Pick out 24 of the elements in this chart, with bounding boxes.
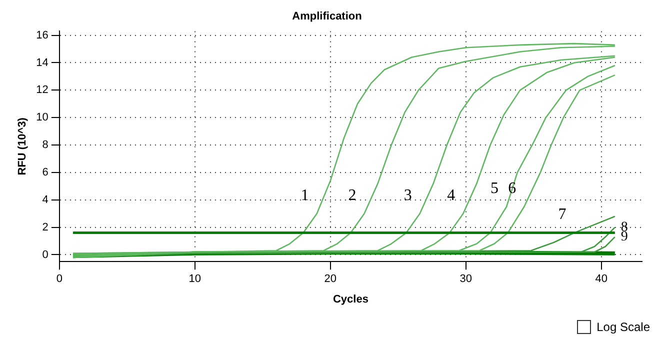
x-tick-label: 40 bbox=[595, 273, 608, 286]
y-axis-title: RFU (10^3) bbox=[16, 117, 29, 176]
x-tick-label: 30 bbox=[460, 273, 472, 286]
text: Log Scale bbox=[596, 320, 650, 334]
y-tick-label: 12 bbox=[36, 84, 48, 96]
y-tick-label: 14 bbox=[36, 56, 48, 69]
y-tick-label: 10 bbox=[36, 112, 48, 124]
y-tick-label: 4 bbox=[42, 194, 48, 206]
y-tick-label: 0 bbox=[42, 248, 48, 261]
x-axis-title: Cycles bbox=[332, 293, 368, 306]
annotation: 4 bbox=[447, 186, 456, 204]
x-tick-label: 10 bbox=[188, 273, 202, 286]
x-tick-label: 20 bbox=[324, 273, 337, 286]
annotation: 2 bbox=[348, 186, 356, 204]
x-tick-label: 0 bbox=[56, 273, 62, 286]
y-tick-label: 8 bbox=[42, 139, 48, 152]
chart-title: Amplification bbox=[292, 10, 362, 23]
annotation: 3 bbox=[404, 186, 412, 204]
y-tick-label: 2 bbox=[42, 221, 48, 234]
annotation: 5 bbox=[490, 180, 499, 197]
annotation: 7 bbox=[558, 206, 566, 224]
y-tick-label: 6 bbox=[42, 166, 48, 178]
y-tick-label: 16 bbox=[36, 29, 48, 42]
annotation: 1 bbox=[300, 186, 309, 204]
